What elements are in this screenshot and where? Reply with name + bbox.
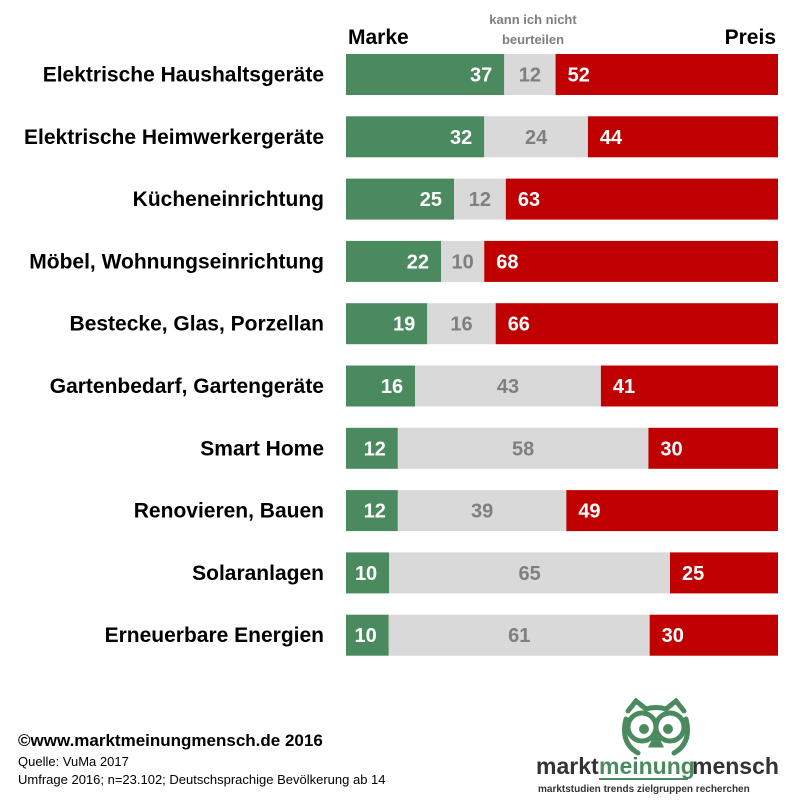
bar-segment-marke xyxy=(346,614,389,656)
stacked-bar-chart: Marke kann ich nicht beurteilen Preis El… xyxy=(24,12,778,656)
header-neutral-line2: beurteilen xyxy=(502,32,564,47)
bar-segment-marke xyxy=(346,552,390,594)
value-label-marke: 10 xyxy=(355,563,377,585)
header-marke: Marke xyxy=(348,26,409,49)
value-label-preis: 49 xyxy=(578,501,600,523)
value-label-marke: 37 xyxy=(470,65,492,87)
value-label-neutral: 16 xyxy=(450,314,472,336)
brand-logo: markt meinung mensch marktstudien trends… xyxy=(536,697,779,795)
category-label: Bestecke, Glas, Porzellan xyxy=(70,313,324,336)
category-label: Möbel, Wohnungseinrichtung xyxy=(29,250,324,273)
value-label-marke: 12 xyxy=(364,501,386,523)
bar-segment-neutral xyxy=(388,614,650,656)
logo-word-meinung: meinung xyxy=(599,753,695,779)
category-label: Kücheneinrichtung xyxy=(133,188,324,211)
bar-segment-neutral xyxy=(415,365,601,407)
bar-segment-preis xyxy=(505,178,778,220)
value-label-neutral: 24 xyxy=(525,127,548,149)
bar-segment-preis xyxy=(495,303,778,345)
bar-segment-neutral xyxy=(397,490,567,532)
copyright-note: ©www.marktmeinungmensch.de 2016 xyxy=(18,731,323,750)
value-label-neutral: 65 xyxy=(518,563,540,585)
value-label-preis: 44 xyxy=(600,127,623,149)
value-label-neutral: 43 xyxy=(497,376,519,398)
value-label-neutral: 58 xyxy=(512,438,534,460)
value-label-preis: 30 xyxy=(662,625,684,647)
value-label-marke: 22 xyxy=(407,251,429,273)
bar-segment-preis xyxy=(566,490,778,532)
logo-word-mensch: mensch xyxy=(692,753,779,779)
value-label-preis: 66 xyxy=(508,314,530,336)
value-label-neutral: 12 xyxy=(519,65,541,87)
survey-note: Umfrage 2016; n=23.102; Deutschsprachige… xyxy=(18,772,386,787)
bar-segment-preis xyxy=(649,614,778,656)
value-label-neutral: 39 xyxy=(471,501,493,523)
bar-segment-preis xyxy=(600,365,778,407)
value-label-neutral: 12 xyxy=(469,189,491,211)
category-label: Erneuerbare Energien xyxy=(105,624,324,647)
bar-segment-marke xyxy=(346,240,442,282)
bar-segment-neutral xyxy=(454,178,506,220)
value-label-marke: 12 xyxy=(364,438,386,460)
bar-segment-marke xyxy=(346,178,454,220)
bar-segment-neutral xyxy=(427,303,496,345)
bar-segment-neutral xyxy=(504,54,556,95)
bar-segment-neutral xyxy=(484,116,588,158)
value-label-preis: 63 xyxy=(518,189,540,211)
value-label-preis: 68 xyxy=(496,251,518,273)
category-label: Elektrische Heimwerkergeräte xyxy=(24,126,324,149)
value-label-marke: 19 xyxy=(393,314,415,336)
logo-tagline: marktstudien trends zielgruppen recherch… xyxy=(538,784,750,795)
bar-segment-preis xyxy=(484,240,778,282)
bar-segment-marke xyxy=(346,303,428,345)
value-label-preis: 52 xyxy=(568,65,590,87)
category-label: Gartenbedarf, Gartengeräte xyxy=(50,375,324,398)
bar-segment-marke xyxy=(346,490,398,532)
value-label-marke: 32 xyxy=(450,127,472,149)
bar-segment-neutral xyxy=(389,552,670,594)
value-label-marke: 16 xyxy=(381,376,403,398)
bar-segment-preis xyxy=(648,427,778,469)
value-label-marke: 10 xyxy=(355,625,377,647)
category-label: Smart Home xyxy=(200,437,324,460)
bar-segment-marke xyxy=(346,54,505,95)
category-label: Solaranlagen xyxy=(192,562,324,585)
value-label-preis: 25 xyxy=(682,563,704,585)
value-label-neutral: 10 xyxy=(452,251,474,273)
header-preis: Preis xyxy=(725,26,776,49)
bar-segment-neutral xyxy=(441,240,485,282)
category-label: Renovieren, Bauen xyxy=(134,500,324,523)
bar-segment-preis xyxy=(555,54,778,95)
bar-segment-preis xyxy=(587,116,778,158)
bar-segment-preis xyxy=(670,552,778,594)
bar-segment-neutral xyxy=(397,427,649,469)
category-label: Elektrische Haushaltsgeräte xyxy=(43,64,324,87)
value-label-preis: 30 xyxy=(660,438,682,460)
bar-segment-marke xyxy=(346,427,398,469)
value-label-marke: 25 xyxy=(420,189,442,211)
logo-word-markt: markt xyxy=(536,753,599,779)
owl-icon xyxy=(622,697,690,756)
header-neutral-line1: kann ich nicht xyxy=(489,12,577,27)
bar-segment-marke xyxy=(346,365,416,407)
value-label-neutral: 61 xyxy=(508,625,530,647)
bar-segment-marke xyxy=(346,116,485,158)
value-label-preis: 41 xyxy=(613,376,635,398)
source-note: Quelle: VuMa 2017 xyxy=(18,754,129,769)
